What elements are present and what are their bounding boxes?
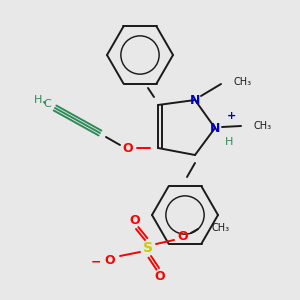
Text: CH₃: CH₃ xyxy=(233,77,251,87)
Text: CH₃: CH₃ xyxy=(253,121,271,131)
Text: S: S xyxy=(143,241,153,255)
Text: O: O xyxy=(178,230,188,242)
Text: O: O xyxy=(130,214,140,226)
Text: CH₃: CH₃ xyxy=(212,223,230,233)
Text: O: O xyxy=(105,254,115,266)
Text: O: O xyxy=(155,271,165,284)
Text: H: H xyxy=(34,95,42,105)
Text: N: N xyxy=(190,94,200,106)
Text: N: N xyxy=(210,122,220,134)
Text: −: − xyxy=(91,256,101,268)
Text: C: C xyxy=(43,99,51,109)
Text: +: + xyxy=(226,111,236,121)
Text: H: H xyxy=(225,137,233,147)
Text: O: O xyxy=(123,142,133,154)
